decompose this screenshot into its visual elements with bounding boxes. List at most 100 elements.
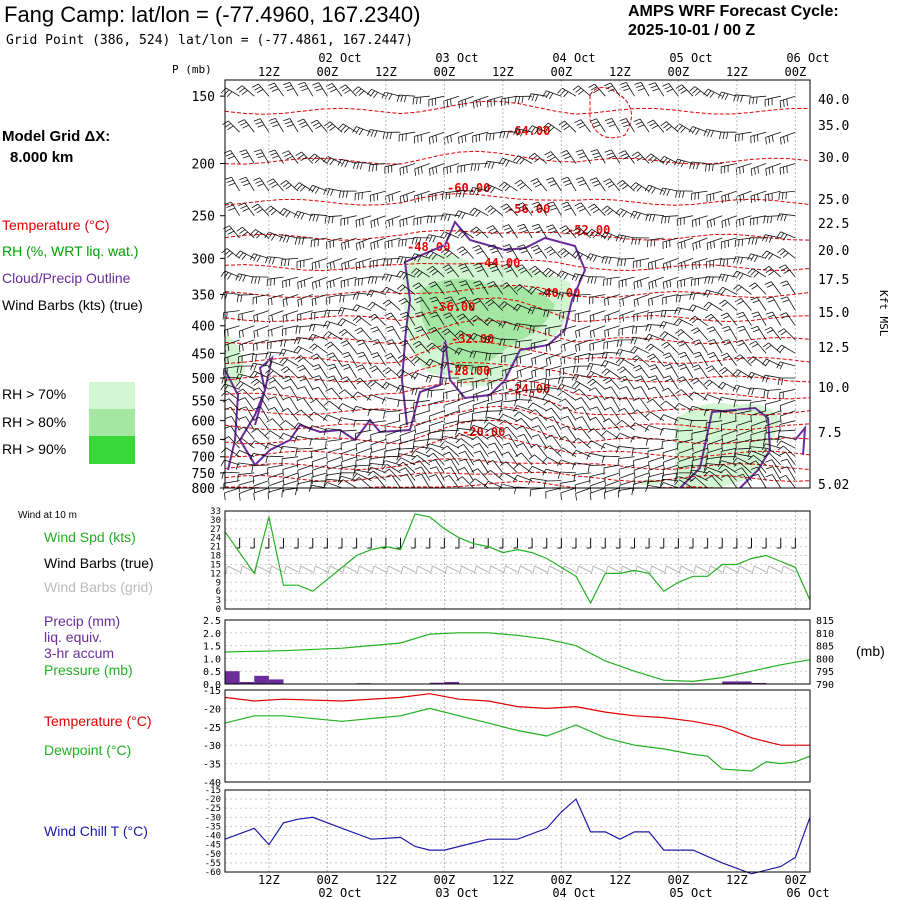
wind-barb-84	[266, 178, 284, 192]
wind-barb-595	[542, 122, 562, 133]
wind-barb-432	[458, 95, 474, 109]
wind-barb-574	[529, 265, 548, 278]
wind-barb-901	[704, 313, 723, 326]
wind-barb-1029	[778, 190, 796, 200]
wind-barb-485	[469, 478, 489, 489]
wind-barb-896	[706, 237, 723, 251]
wind-barb-640	[561, 416, 577, 431]
wind-barb-94	[264, 360, 284, 368]
wind-barb-152	[296, 397, 314, 411]
wind-barb-399	[425, 443, 445, 450]
wind10m-barb-grid-117	[780, 565, 796, 575]
wind-barb-1010	[764, 326, 782, 341]
precip-bar-36	[751, 682, 767, 684]
wind-barb-174	[309, 343, 328, 354]
wind-barb-882	[689, 420, 708, 428]
wind-barb-13	[223, 365, 240, 376]
wind-barb-685	[589, 325, 606, 339]
wind-barb-684	[589, 310, 606, 323]
top-time-tick-0: 12Z	[258, 65, 280, 79]
wind-barb-996	[749, 460, 767, 474]
temp-contour-label-5: -44.00	[477, 256, 520, 270]
wind-barb-692	[590, 396, 606, 411]
top-time-tick-2: 12Z	[375, 65, 397, 79]
wind-barb-232	[338, 389, 357, 401]
wind-barb-96	[266, 376, 284, 390]
wind-barb-915	[703, 466, 723, 474]
precip-y-tick-2: 1.5	[203, 642, 221, 653]
wind-barb-851	[678, 363, 694, 379]
wind-barb-510	[486, 459, 504, 474]
wind-barb-307	[384, 312, 401, 326]
wind-barb-193	[324, 215, 343, 224]
wind-barb-697	[586, 452, 606, 460]
wind-barb-734	[615, 234, 635, 243]
wind-barb-277	[367, 276, 386, 284]
wind-barb-598	[546, 201, 562, 216]
wind-barb-1050	[780, 458, 796, 474]
wind-barb-263	[355, 439, 372, 452]
wind-barb-9	[222, 310, 240, 320]
wind-barb-384	[425, 250, 445, 260]
temp-y-tick-1: -20	[203, 704, 221, 715]
wind-barb-732	[616, 179, 635, 192]
wind-barb-121	[279, 357, 299, 367]
wind-barb-53	[238, 487, 255, 501]
temp-contour-2	[224, 192, 811, 206]
wind-barb-934	[718, 397, 737, 404]
wind-barb-845	[675, 294, 694, 303]
wind-barb-921	[721, 190, 738, 204]
forecast-cycle-label: AMPS WRF Forecast Cycle:	[628, 3, 839, 20]
wind-barb-506	[485, 428, 504, 440]
wind-barb-128	[279, 432, 299, 440]
precip-bar-34	[722, 681, 737, 684]
wind-chill-chart: -15-20-25-30-35-40-45-50-55-60 12Z 00Z 12Z 0…	[205, 786, 830, 900]
wind-barb-537	[499, 461, 518, 474]
wind-barb-983	[750, 326, 767, 341]
wind-barb-742	[615, 357, 635, 367]
wind-barb-131	[282, 464, 299, 477]
wind-barb-37	[238, 325, 255, 339]
wind-barb-625	[560, 201, 577, 216]
wind-barb-381	[428, 190, 445, 202]
legend-rh: RH (%, WRT liq. wat.)	[2, 243, 139, 259]
wind10m-barb-grid-12	[269, 565, 284, 575]
wind-barb-107	[267, 487, 284, 500]
wind-barb-339	[396, 384, 416, 393]
temp-contour-4	[224, 259, 811, 272]
wind-barb-709	[603, 276, 620, 287]
wind-barb-1033	[778, 264, 796, 278]
temp-contour-label-1: -60.00	[447, 181, 490, 195]
wind-barb-690	[587, 378, 606, 390]
wind-barb-182	[309, 438, 328, 446]
wind-barb-351	[412, 95, 430, 105]
wind-barb-984	[749, 340, 767, 354]
wind-barb-200	[323, 331, 343, 341]
wind-barb-388	[429, 311, 445, 326]
wind-barb-972	[748, 95, 767, 105]
wind-barb-149	[296, 364, 314, 379]
wind-barb-669	[572, 437, 591, 449]
wind-barb-469	[470, 315, 489, 327]
wind-barb-890	[689, 477, 708, 489]
wind-barb-850	[678, 351, 694, 367]
wind-barb-827	[660, 400, 679, 412]
wind-barb-336	[399, 339, 416, 354]
wind-barb-991	[750, 429, 767, 442]
wind-barb-253	[352, 315, 372, 327]
wind-barb-989	[750, 410, 767, 423]
wind-barb-826	[661, 387, 679, 401]
wind-barb-741	[615, 348, 635, 357]
height-tick-label-10: 7.5	[818, 426, 841, 441]
wind-barb-838	[674, 123, 694, 133]
wind-barb-1039	[776, 361, 796, 370]
wind-barb-967	[732, 453, 752, 461]
wind-barb-541	[513, 128, 533, 137]
wind-chill-line	[224, 798, 811, 875]
wind-barb-58	[251, 203, 270, 216]
wind-barb-191	[322, 156, 343, 166]
wind-barb-173	[308, 333, 328, 342]
wind-barb-600	[544, 246, 562, 259]
wind-barb-284	[369, 365, 387, 379]
wind10m-barb-grid-111	[751, 565, 767, 575]
